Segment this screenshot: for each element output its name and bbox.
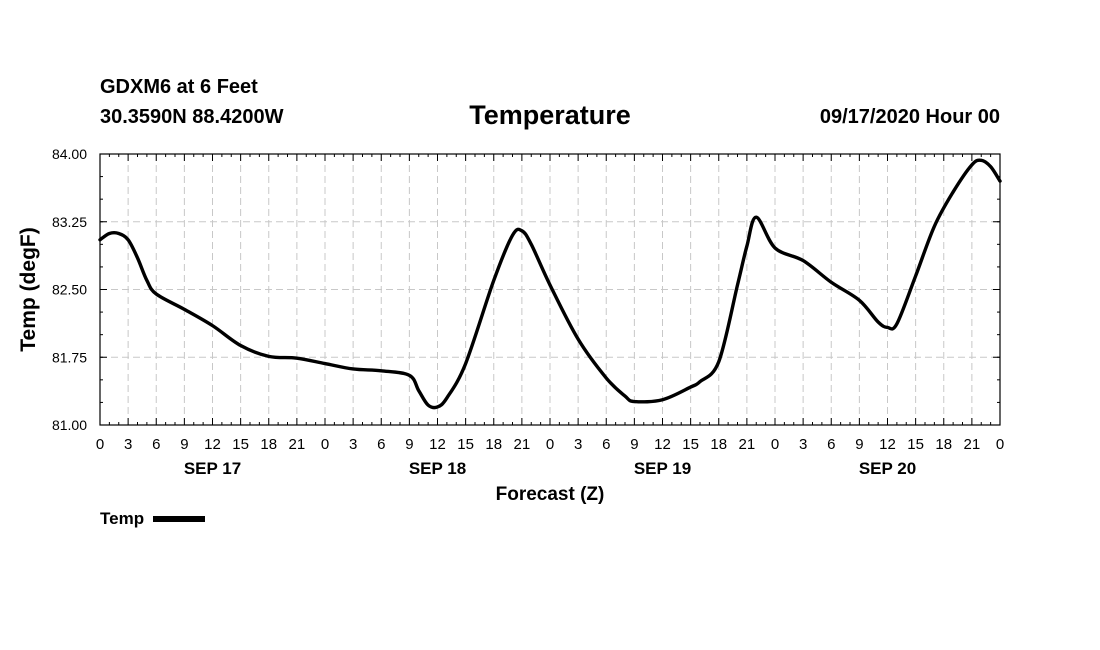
- y-tick-label: 83.25: [52, 214, 87, 230]
- x-tick-label: 18: [935, 436, 952, 453]
- x-tick-label: 9: [180, 436, 188, 453]
- y-tick-label: 81.75: [52, 349, 87, 365]
- x-tick-label: 6: [377, 436, 385, 453]
- y-tick-label: 82.50: [52, 282, 87, 298]
- x-tick-label: 12: [879, 436, 896, 453]
- x-tick-label: 21: [514, 436, 531, 453]
- forecast-datetime: 09/17/2020 Hour 00: [819, 106, 1000, 128]
- x-tick-label: 3: [799, 436, 807, 453]
- x-tick-label: 12: [429, 436, 446, 453]
- x-tick-label: 9: [405, 436, 413, 453]
- y-tick-label: 84.00: [52, 146, 87, 162]
- legend: Temp: [100, 509, 206, 529]
- station-coordinates: 30.3590N 88.4200W: [100, 106, 284, 128]
- x-tick-label: 18: [485, 436, 502, 453]
- x-axis-label: Forecast (Z): [496, 484, 605, 505]
- x-tick-label: 6: [827, 436, 835, 453]
- x-tick-label: 0: [96, 436, 104, 453]
- station-label: GDXM6 at 6 Feet: [100, 76, 258, 98]
- x-tick-label: 3: [574, 436, 582, 453]
- x-tick-label: 18: [260, 436, 277, 453]
- x-tick-label: 0: [771, 436, 779, 453]
- tick-labels: 0 3 6 9 12 15 18 21 0 3 6 9 12 15 18 21 0 3 6 9 12 15 18 21 0 3 6 9…: [52, 146, 1004, 478]
- x-tick-label: 15: [682, 436, 699, 453]
- x-tick-label: 6: [602, 436, 610, 453]
- x-tick-label: 0: [321, 436, 329, 453]
- x-tick-label: 21: [739, 436, 756, 453]
- x-tick-label: 12: [654, 436, 671, 453]
- x-tick-label: 9: [630, 436, 638, 453]
- x-tick-label: 3: [124, 436, 132, 453]
- x-tick-label: 21: [289, 436, 306, 453]
- legend-label: Temp: [100, 509, 145, 528]
- series-layer: [98, 158, 1002, 410]
- x-tick-label: 15: [457, 436, 474, 453]
- x-tick-label: 3: [349, 436, 357, 453]
- x-tick-label: 18: [710, 436, 727, 453]
- x-tick-label: 15: [232, 436, 249, 453]
- x-tick-label: 0: [546, 436, 554, 453]
- day-label: SEP 20: [859, 459, 916, 478]
- day-label: SEP 17: [184, 459, 241, 478]
- x-tick-label: 0: [996, 436, 1004, 453]
- grid: [100, 154, 1000, 425]
- x-tick-label: 21: [964, 436, 981, 453]
- x-tick-label: 12: [204, 436, 221, 453]
- day-label: SEP 18: [409, 459, 466, 478]
- legend-line-swatch: [153, 516, 206, 522]
- chart-title: Temperature: [469, 100, 631, 130]
- x-tick-label: 15: [907, 436, 924, 453]
- ticks: [99, 153, 1001, 426]
- x-tick-label: 9: [855, 436, 863, 453]
- y-axis-label: Temp (degF): [17, 227, 40, 351]
- temp-series-line: [98, 158, 1002, 410]
- x-tick-label: 6: [152, 436, 160, 453]
- day-label: SEP 19: [634, 459, 691, 478]
- y-tick-label: 81.00: [52, 417, 87, 433]
